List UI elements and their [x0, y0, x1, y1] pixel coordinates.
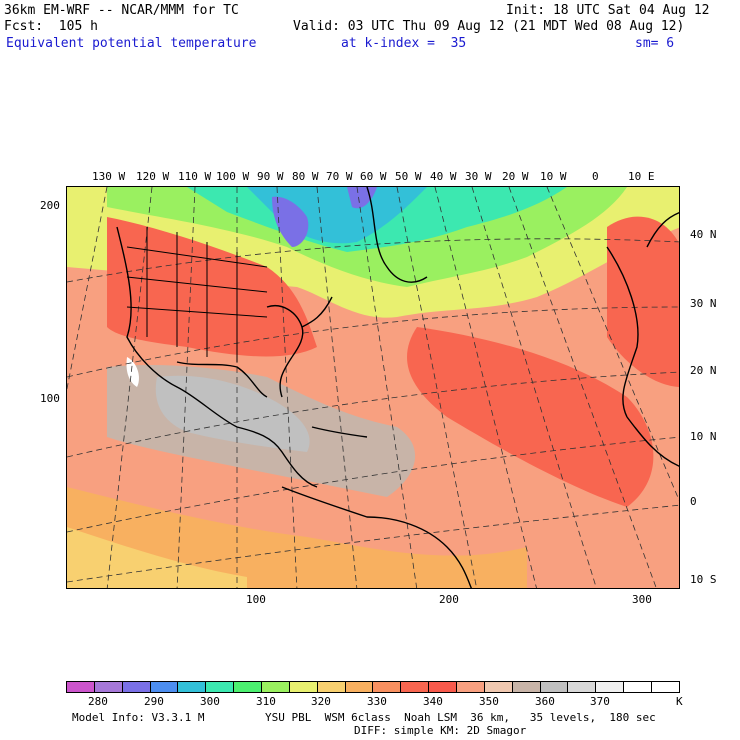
valid-time: Valid: 03 UTC Thu 09 Aug 12 (21 MDT Wed … [293, 19, 685, 34]
colorbar-swatch [206, 682, 235, 692]
colorbar-swatch [596, 682, 625, 692]
colorbar-swatch [624, 682, 653, 692]
colorbar-tick: 320 [311, 695, 331, 708]
lat-label: 0 [690, 495, 697, 508]
colorbar-swatch [484, 682, 513, 692]
colorbar-swatch [262, 682, 290, 692]
lon-label: 30 W [465, 170, 492, 183]
lat-label: 20 N [690, 364, 717, 377]
map-svg [67, 187, 679, 588]
diffusion-info: DIFF: simple KM: 2D Smagor [354, 724, 527, 737]
colorbar [66, 681, 680, 693]
colorbar-tick: 360 [535, 695, 555, 708]
model-title: 36km EM-WRF -- NCAR/MMM for TC [4, 3, 239, 18]
field-warm-southwest [67, 527, 247, 588]
colorbar-swatch [150, 682, 179, 692]
field-cold-core [272, 196, 309, 247]
field-white-patch [126, 357, 139, 387]
lon-label: 0 [592, 170, 599, 183]
colorbar-tick: 310 [256, 695, 276, 708]
lon-label: 110 W [178, 170, 212, 183]
grid-y-label: 200 [40, 199, 60, 212]
grid-x-label: 300 [632, 593, 652, 606]
grid-x-label: 100 [246, 593, 266, 606]
state-borders [126, 227, 268, 362]
colorbar-swatch [122, 682, 151, 692]
lat-label: 40 N [690, 228, 717, 241]
field-warm-atlantic [407, 327, 654, 507]
lon-label: 50 W [395, 170, 422, 183]
lon-label: 10 W [540, 170, 567, 183]
colorbar-swatch [178, 682, 207, 692]
colorbar-swatch [67, 682, 95, 692]
colorbar-swatch [345, 682, 374, 692]
lat-label: 30 N [690, 297, 717, 310]
lat-label: 10 S [690, 573, 717, 586]
lat-label: 10 N [690, 430, 717, 443]
colorbar-swatch [373, 682, 402, 692]
colorbar-tick: 290 [144, 695, 164, 708]
colorbar-tick: 330 [367, 695, 387, 708]
lon-label: 60 W [360, 170, 387, 183]
lon-label: 90 W [257, 170, 284, 183]
colorbar-swatch [234, 682, 263, 692]
colorbar-swatch [540, 682, 569, 692]
colorbar-swatch [568, 682, 597, 692]
grid-x-label: 200 [439, 593, 459, 606]
lon-label: 100 W [216, 170, 250, 183]
colorbar-tick: 370 [590, 695, 610, 708]
colorbar-swatch [289, 682, 318, 692]
level-label: at k-index = 35 [341, 36, 467, 51]
lon-label: 20 W [502, 170, 529, 183]
physics-info: YSU PBL WSM 6class Noah LSM 36 km, 35 le… [265, 711, 656, 724]
forecast-hour: Fcst: 105 h [4, 19, 98, 34]
colorbar-tick: 300 [200, 695, 220, 708]
lon-label: 130 W [92, 170, 126, 183]
graticule [67, 187, 679, 588]
lon-label: 80 W [292, 170, 319, 183]
colorbar-swatch [317, 682, 346, 692]
field-tropical-silver [155, 375, 310, 452]
colorbar-swatch [94, 682, 123, 692]
colorbar-tick: 350 [479, 695, 499, 708]
colorbar-swatch [401, 682, 430, 692]
field-band-cyan [247, 187, 427, 244]
lon-label: 10 E [628, 170, 655, 183]
colorbar-swatch [457, 682, 485, 692]
lon-label: 120 W [136, 170, 170, 183]
smoothing-label: sm= 6 [635, 36, 675, 51]
colorbar-unit: K [676, 695, 683, 708]
map-panel [66, 186, 680, 589]
colorbar-swatch [652, 682, 679, 692]
field-cold-core [347, 187, 377, 209]
init-time: Init: 18 UTC Sat 04 Aug 12 [506, 3, 710, 18]
colorbar-tick: 280 [88, 695, 108, 708]
colorbar-swatch [512, 682, 541, 692]
field-title: Equivalent potential temperature [6, 36, 257, 51]
coastlines [116, 187, 679, 588]
grid-y-label: 100 [40, 392, 60, 405]
model-info: Model Info: V3.3.1 M [72, 711, 205, 724]
field-warm-east [607, 216, 679, 387]
lon-label: 40 W [430, 170, 457, 183]
lon-label: 70 W [326, 170, 353, 183]
colorbar-swatch [429, 682, 458, 692]
colorbar-tick: 340 [423, 695, 443, 708]
